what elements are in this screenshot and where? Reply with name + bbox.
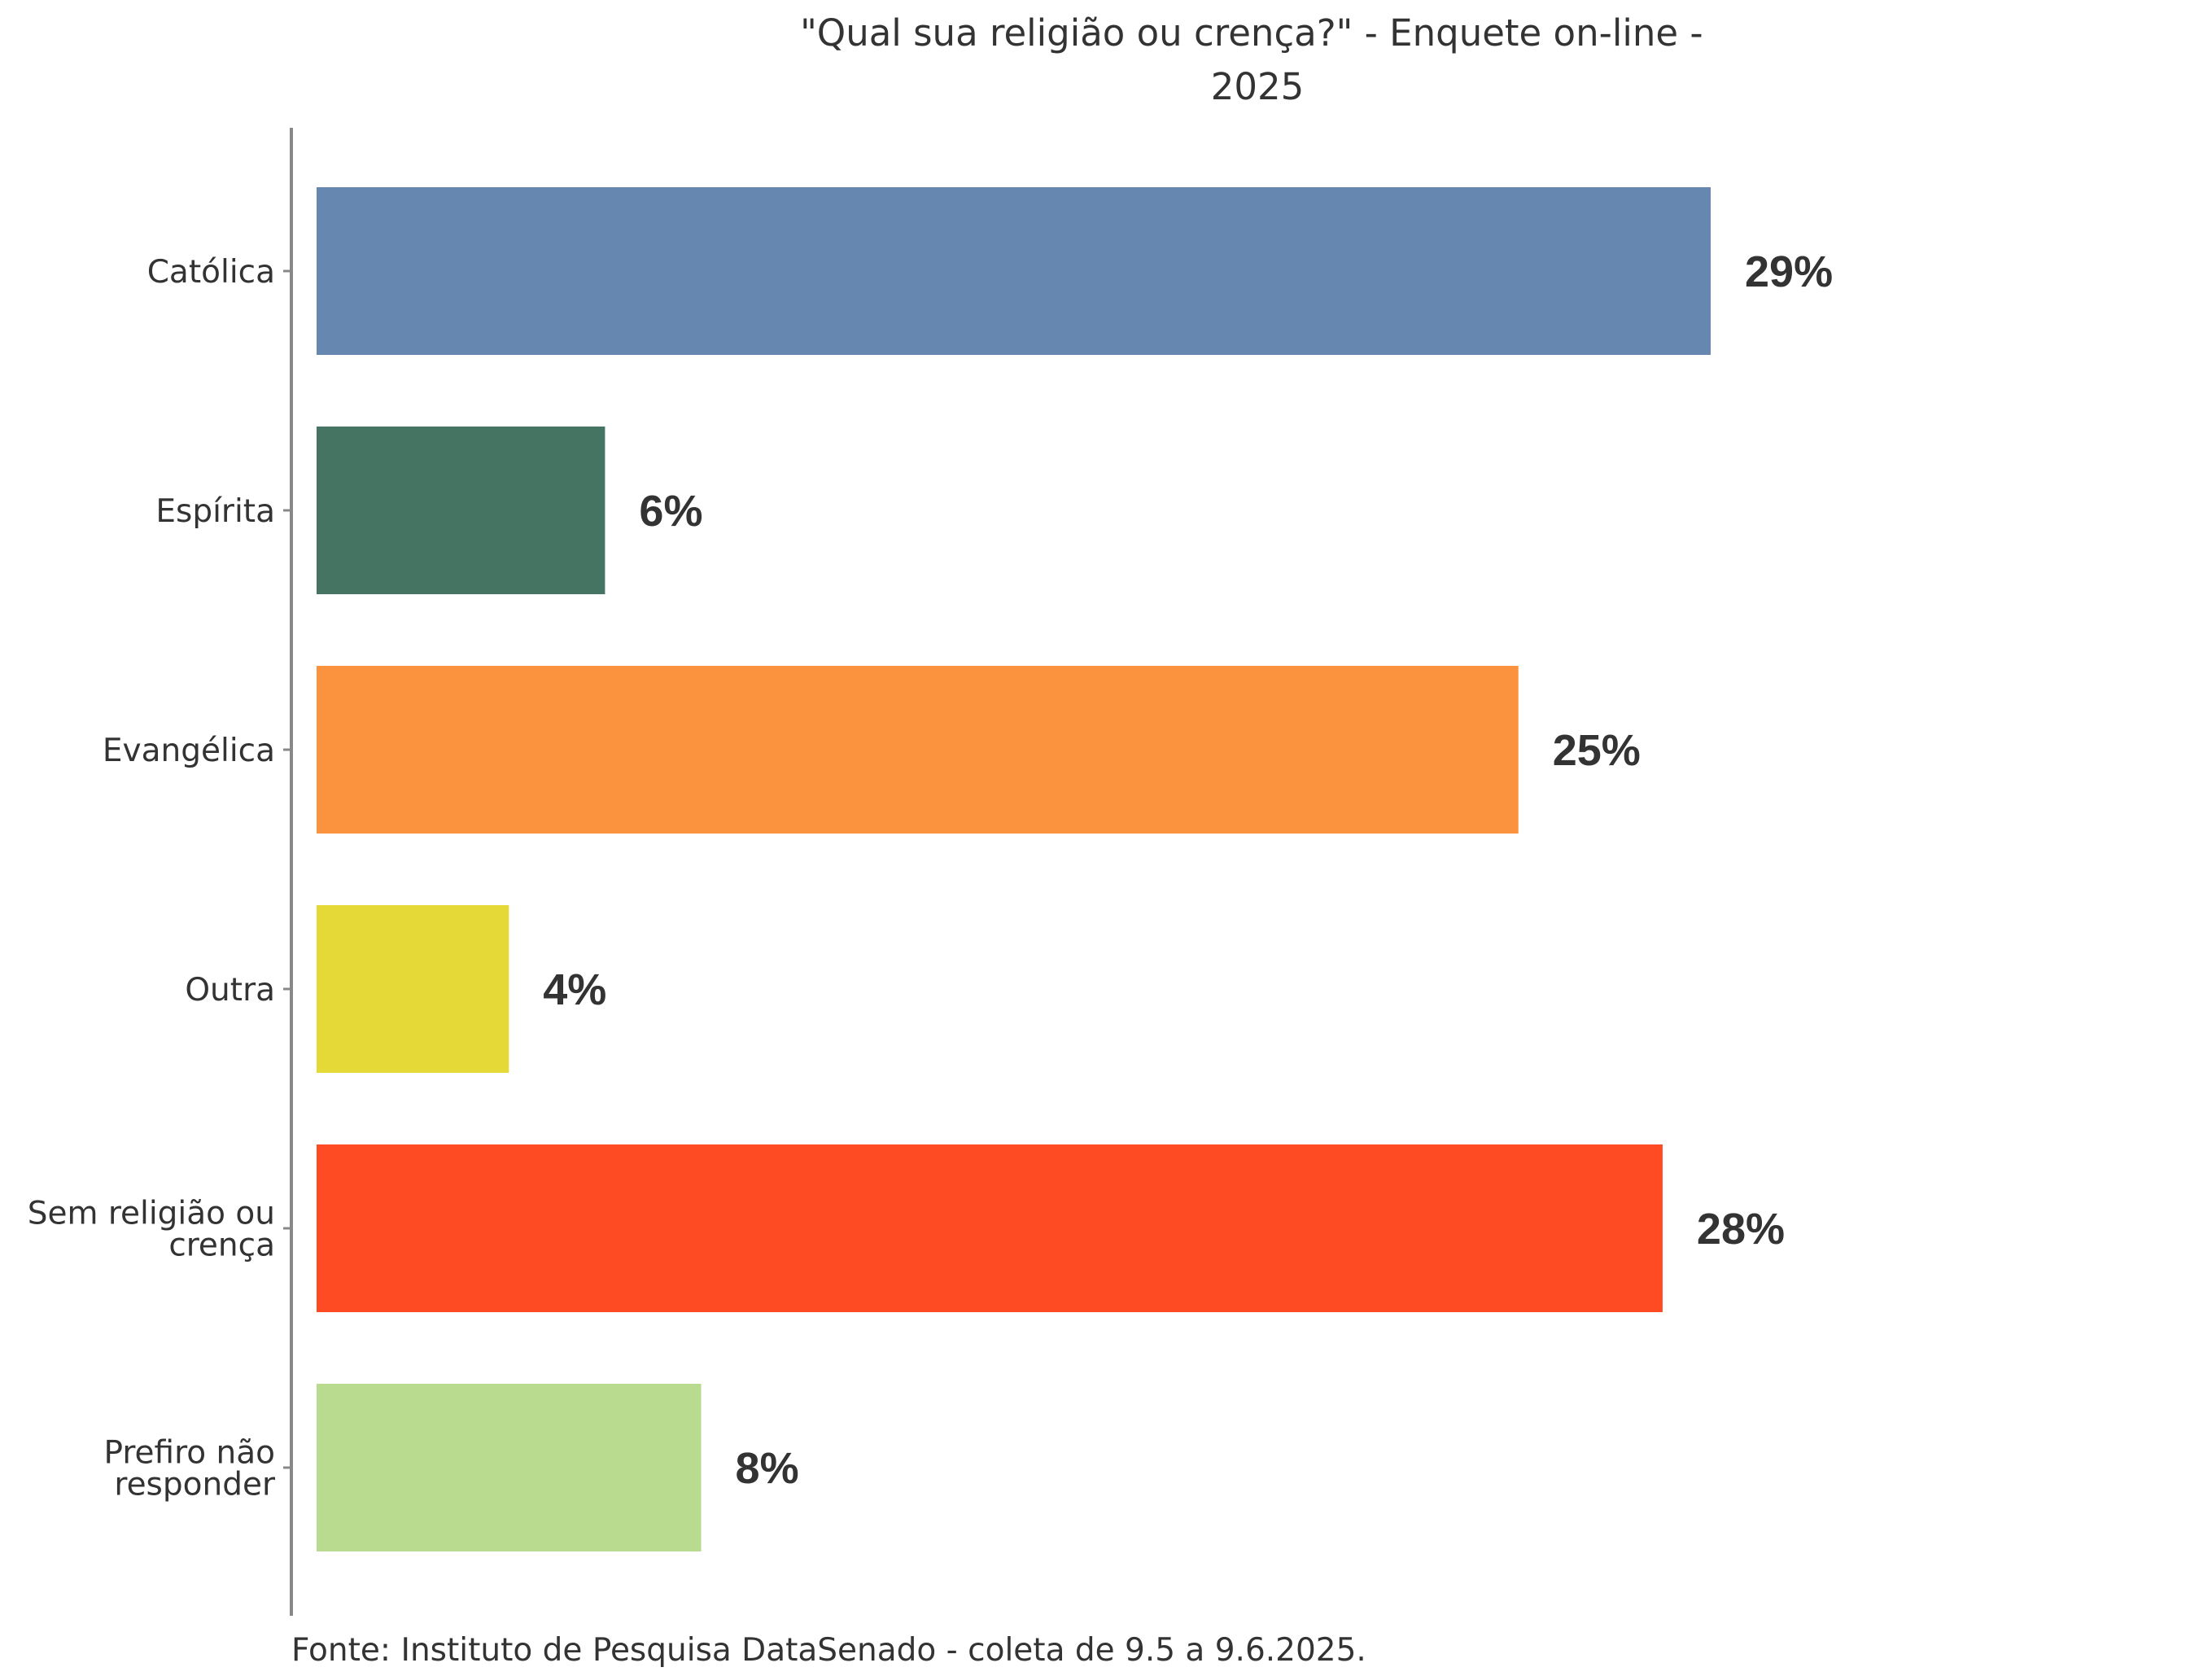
category-label-5: Prefiro não responder xyxy=(104,1435,276,1503)
bar-5 xyxy=(317,1384,702,1551)
bar-1 xyxy=(317,427,605,594)
value-label-4: 28% xyxy=(1697,1205,1785,1254)
value-labels: 29% 6% 25% 4% 28% 8% xyxy=(543,247,1833,1493)
category-label-3-line-0: Outra xyxy=(185,972,275,1009)
value-label-3: 4% xyxy=(543,965,606,1014)
bar-3 xyxy=(317,905,509,1073)
category-label-4: Sem religião ou crença xyxy=(28,1196,275,1264)
category-label-4-line-0: Sem religião ou xyxy=(28,1196,275,1232)
category-label-2: Evangélica xyxy=(103,733,275,769)
bars xyxy=(317,187,1711,1551)
category-label-0-line-0: Católica xyxy=(147,254,275,291)
chart-title-line-2: 2025 xyxy=(1211,65,1305,108)
value-label-1: 6% xyxy=(639,487,702,536)
category-label-1-line-0: Espírita xyxy=(155,493,275,530)
value-label-5: 8% xyxy=(736,1444,799,1493)
y-axis-ticks xyxy=(283,269,291,1469)
category-label-0: Católica xyxy=(147,254,275,291)
category-labels: Católica Espírita Evangélica Outra Sem relig… xyxy=(28,254,276,1503)
category-label-5-line-1: responder xyxy=(114,1467,276,1503)
source-note: Fonte: Instituto de Pesquisa DataSenado … xyxy=(291,1632,1366,1669)
category-label-1: Espírita xyxy=(155,493,275,530)
category-label-5-line-0: Prefiro não xyxy=(104,1435,275,1472)
value-label-2: 25% xyxy=(1553,726,1641,775)
chart-title: "Qual sua religião ou crença?" - Enquete… xyxy=(800,11,1715,108)
category-label-3: Outra xyxy=(185,972,275,1009)
category-label-4-line-1: crença xyxy=(168,1227,275,1264)
bar-0 xyxy=(317,187,1711,355)
bar-4 xyxy=(317,1144,1663,1312)
value-label-0: 29% xyxy=(1745,247,1833,296)
chart-title-line-1: "Qual sua religião ou crença?" - Enquete… xyxy=(800,11,1703,55)
bar-2 xyxy=(317,666,1519,834)
category-label-2-line-0: Evangélica xyxy=(103,733,275,769)
